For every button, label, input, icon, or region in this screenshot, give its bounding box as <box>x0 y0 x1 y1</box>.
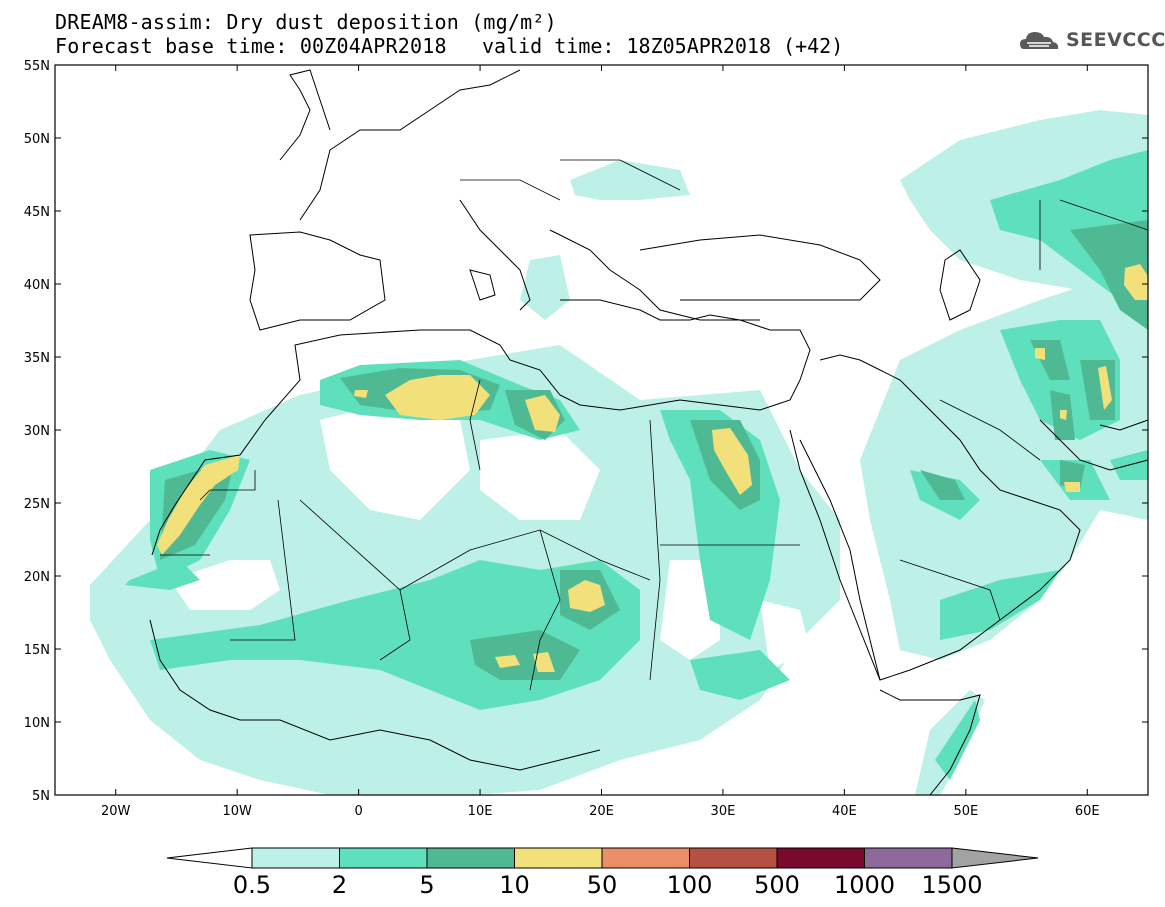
colorbar-swatch <box>864 847 953 869</box>
colorbar-label: 1500 <box>921 871 982 899</box>
colorbar-swatch <box>776 847 865 869</box>
lat-label: 10N <box>24 716 50 731</box>
valid-time: valid time: 18Z05APR2018 (+42) <box>482 34 844 58</box>
cloud-icon <box>1020 32 1059 49</box>
colorbar-label: 1000 <box>834 871 895 899</box>
colorbar-over-arrow <box>951 847 1039 869</box>
lon-label: 40E <box>832 804 857 819</box>
colorbar-label: 50 <box>587 871 618 899</box>
lon-label: 10W <box>222 804 252 819</box>
deposition-field <box>90 110 1148 795</box>
colorbar-label: 500 <box>754 871 800 899</box>
lat-label: 5N <box>32 789 50 804</box>
colorbar-swatch <box>601 847 690 869</box>
logo-text: SEEVCCC <box>1066 29 1165 51</box>
colorbar-label: 2 <box>332 871 347 899</box>
lat-label: 20N <box>24 570 50 585</box>
colorbar-swatch <box>426 847 515 869</box>
longitude-axis: 20W 10W 0 10E 20E 30E 40E 50E 60E <box>101 65 1100 819</box>
lat-label: 30N <box>24 424 50 439</box>
lon-label: 10E <box>468 804 493 819</box>
colorbar-label: 100 <box>667 871 713 899</box>
map-title: DREAM8-assim: Dry dust deposition (mg/m²… <box>55 10 557 34</box>
lat-label: 35N <box>24 351 50 366</box>
lat-label: 40N <box>24 278 50 293</box>
colorbar-label: 5 <box>419 871 434 899</box>
lon-label: 50E <box>953 804 978 819</box>
colorbar-swatch <box>251 847 340 869</box>
lat-label: 15N <box>24 643 50 658</box>
lat-label: 45N <box>24 205 50 220</box>
lat-label: 55N <box>24 59 50 74</box>
lon-label: 20E <box>589 804 614 819</box>
coastlines <box>149 69 1148 795</box>
lon-label: 0 <box>354 804 362 819</box>
country-borders <box>160 159 1148 691</box>
colorbar-swatch <box>689 847 778 869</box>
lon-label: 30E <box>711 804 736 819</box>
colorbar: 0.5 2 5 10 50 100 500 1000 1500 <box>166 847 1039 899</box>
colorbar-label: 0.5 <box>233 871 271 899</box>
lon-label: 20W <box>101 804 131 819</box>
colorbar-label: 10 <box>499 871 530 899</box>
lat-label: 50N <box>24 132 50 147</box>
colorbar-swatch <box>339 847 428 869</box>
lon-label: 60E <box>1075 804 1100 819</box>
latitude-axis: 55N 50N 45N 40N 35N 30N 25N 20N 15N 10N 5N <box>24 59 1148 804</box>
forecast-base-time: Forecast base time: 00Z04APR2018 <box>55 34 447 58</box>
colorbar-under-arrow <box>166 847 253 869</box>
lat-label: 25N <box>24 497 50 512</box>
colorbar-swatch <box>514 847 603 869</box>
